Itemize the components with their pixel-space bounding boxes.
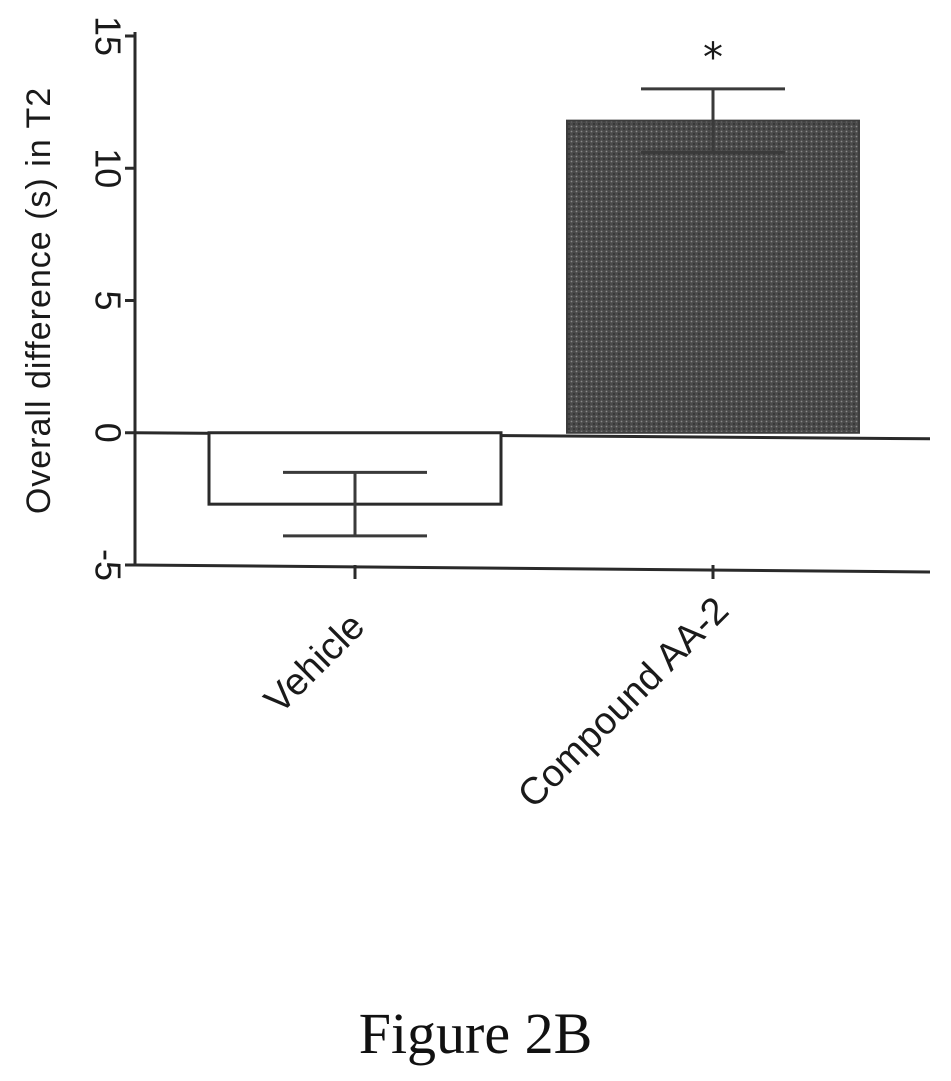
y-tick-label: 15 xyxy=(87,16,128,56)
y-tick-label: 0 xyxy=(87,423,128,443)
figure-caption: Figure 2B xyxy=(358,1001,593,1066)
bar-compound-aa-2 xyxy=(566,119,860,434)
y-axis-title: Overall difference (s) in T2 xyxy=(20,87,58,514)
x-axis-line xyxy=(134,563,931,574)
plot-area: -5 0 5 10 15 Overall difference (s) in T2 * Veh… xyxy=(20,16,931,816)
x-category-label: Compound AA-2 xyxy=(510,589,737,816)
y-tick-label: 5 xyxy=(87,290,128,310)
y-tick-label: -5 xyxy=(87,549,128,581)
y-tick-label: 10 xyxy=(87,148,128,188)
significance-marker: * xyxy=(703,35,723,81)
x-category-label: Vehicle xyxy=(257,605,373,721)
